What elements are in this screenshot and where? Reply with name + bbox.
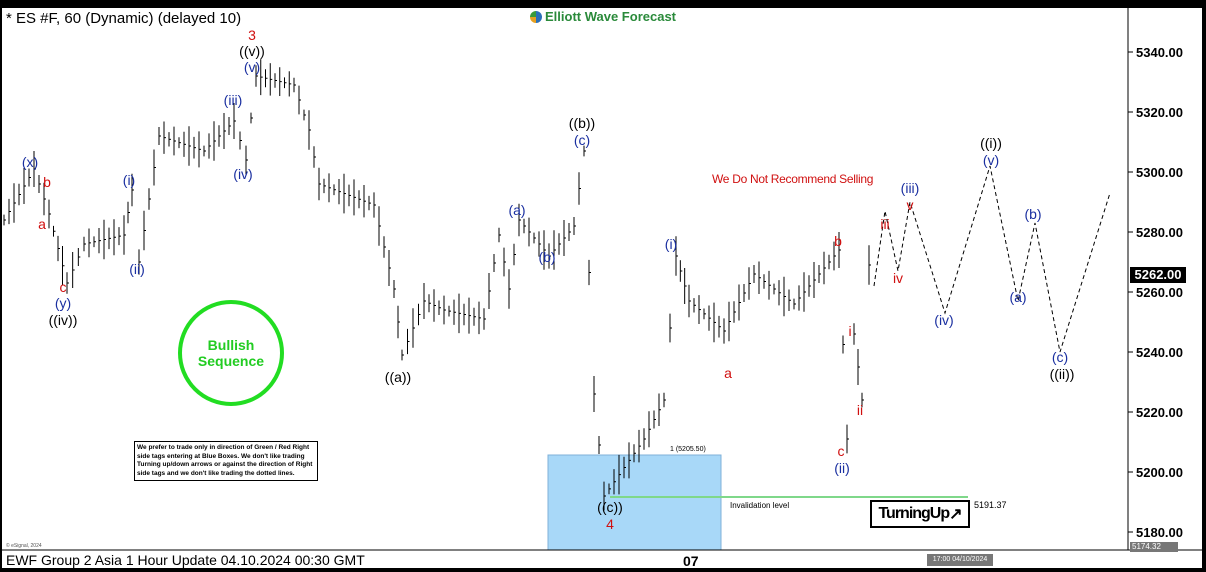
- logo-icon: [530, 11, 542, 23]
- wave-label: (c): [1052, 349, 1068, 365]
- wave-label: c: [60, 279, 67, 295]
- turning-label: TurningUp: [878, 505, 950, 522]
- logo: Elliott Wave Forecast: [530, 9, 676, 24]
- wave-label: (b): [1024, 206, 1041, 222]
- wave-label: c: [838, 443, 845, 459]
- wave-label: a: [38, 216, 46, 232]
- bullish-sequence-badge: Bullish Sequence: [178, 300, 284, 406]
- wave-label: (v): [983, 152, 999, 168]
- wave-label: (iv): [233, 166, 252, 182]
- invalidation-price: 5191.37: [974, 500, 1007, 510]
- wave-label: 4: [606, 516, 614, 532]
- y-tick-label: 5240.00: [1136, 345, 1183, 360]
- wave-label: ((i)): [980, 135, 1002, 151]
- wave-label: (x): [22, 154, 38, 170]
- wave-label: (i): [665, 236, 677, 252]
- low-price-tag: 5174.32: [1130, 542, 1178, 552]
- wave-label: v: [907, 197, 914, 213]
- wave-label: ((a)): [385, 369, 411, 385]
- wave-label: ((v)): [239, 43, 265, 59]
- wave-label: a: [724, 365, 732, 381]
- y-tick-label: 5200.00: [1136, 465, 1183, 480]
- x-tick-label: 07: [683, 553, 699, 569]
- wave-label: 3: [248, 27, 256, 43]
- wave-label: (a): [508, 202, 525, 218]
- wave-label: (iii): [224, 92, 243, 108]
- wave-label: ((ii)): [1050, 366, 1075, 382]
- copyright: © eSignal, 2024: [6, 542, 42, 549]
- blue-box: [547, 454, 722, 551]
- y-tick-label: 5220.00: [1136, 405, 1183, 420]
- wave-label: ((b)): [569, 115, 595, 131]
- turning-up-badge: TurningUp ↗: [870, 500, 970, 528]
- wave-label: (a): [1009, 289, 1026, 305]
- wave-label: (c): [574, 132, 590, 148]
- projection-path: [873, 165, 1111, 353]
- y-tick-label: 5300.00: [1136, 165, 1183, 180]
- blue-box-label: 1 (5205.50): [670, 446, 706, 453]
- arrow-up-right-icon: ↗: [949, 506, 962, 523]
- y-tick-label: 5260.00: [1136, 285, 1183, 300]
- invalidation-label: Invalidation level: [730, 501, 789, 510]
- wave-label: ii: [857, 402, 863, 418]
- time-tag: 17:00 04/10/2024: [927, 554, 993, 566]
- wave-label: iv: [893, 270, 903, 286]
- wave-label: (iv): [934, 312, 953, 328]
- y-tick-label: 5180.00: [1136, 525, 1183, 540]
- wave-label: (i): [123, 172, 135, 188]
- wave-label: (b): [538, 249, 555, 265]
- footer-caption: EWF Group 2 Asia 1 Hour Update 04.10.202…: [6, 552, 365, 568]
- warning-text: We Do Not Recommend Selling: [712, 172, 874, 186]
- wave-label: b: [43, 174, 51, 190]
- wave-label: ((c)): [597, 499, 623, 515]
- wave-label: (y): [55, 295, 71, 311]
- y-tick-label: 5340.00: [1136, 45, 1183, 60]
- wave-label: i: [848, 323, 851, 339]
- wave-label: ((iv)): [49, 312, 78, 328]
- trading-note: We prefer to trade only in direction of …: [134, 441, 318, 481]
- wave-label: (v): [244, 59, 260, 75]
- wave-label: (ii): [834, 460, 850, 476]
- chart-title: * ES #F, 60 (Dynamic) (delayed 10): [6, 10, 242, 27]
- logo-text: Elliott Wave Forecast: [545, 9, 676, 24]
- y-tick-label: 5320.00: [1136, 105, 1183, 120]
- wave-label: (iii): [901, 180, 920, 196]
- wave-label: (ii): [129, 261, 145, 277]
- wave-label: iii: [880, 216, 889, 232]
- y-tick-label: 5280.00: [1136, 225, 1183, 240]
- last-price-tag: 5262.00: [1130, 267, 1186, 283]
- wave-label: b: [834, 233, 842, 249]
